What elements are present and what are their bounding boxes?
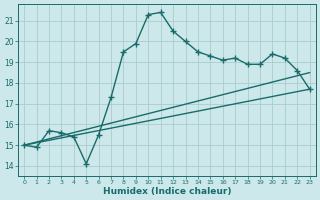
X-axis label: Humidex (Indice chaleur): Humidex (Indice chaleur)	[103, 187, 231, 196]
